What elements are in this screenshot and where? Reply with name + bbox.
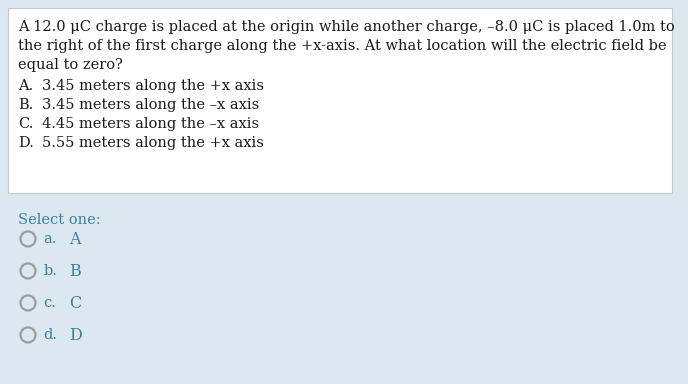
Text: D.: D. <box>18 136 34 150</box>
Text: B: B <box>69 263 81 280</box>
Text: D: D <box>69 326 83 344</box>
Text: the right of the first charge along the +x-axis. At what location will the elect: the right of the first charge along the … <box>18 39 667 53</box>
Text: equal to zero?: equal to zero? <box>18 58 123 72</box>
Text: b.: b. <box>43 264 57 278</box>
FancyBboxPatch shape <box>8 8 672 193</box>
Text: C: C <box>69 295 82 311</box>
Text: c.: c. <box>43 296 56 310</box>
Text: 3.45 meters along the –x axis: 3.45 meters along the –x axis <box>42 98 259 112</box>
Text: a.: a. <box>43 232 57 246</box>
Text: A 12.0 μC charge is placed at the origin while another charge, –8.0 μC is placed: A 12.0 μC charge is placed at the origin… <box>18 20 675 34</box>
Text: Select one:: Select one: <box>18 213 100 227</box>
Text: A: A <box>69 230 81 248</box>
Text: C.: C. <box>18 117 34 131</box>
Text: d.: d. <box>43 328 58 342</box>
Text: B.: B. <box>18 98 33 112</box>
Text: A.: A. <box>18 79 33 93</box>
Text: 5.55 meters along the +x axis: 5.55 meters along the +x axis <box>42 136 264 150</box>
Text: 4.45 meters along the –x axis: 4.45 meters along the –x axis <box>42 117 259 131</box>
Text: 3.45 meters along the +x axis: 3.45 meters along the +x axis <box>42 79 264 93</box>
